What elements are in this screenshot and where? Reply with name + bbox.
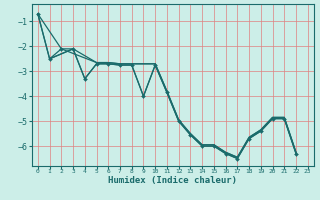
X-axis label: Humidex (Indice chaleur): Humidex (Indice chaleur) <box>108 176 237 185</box>
